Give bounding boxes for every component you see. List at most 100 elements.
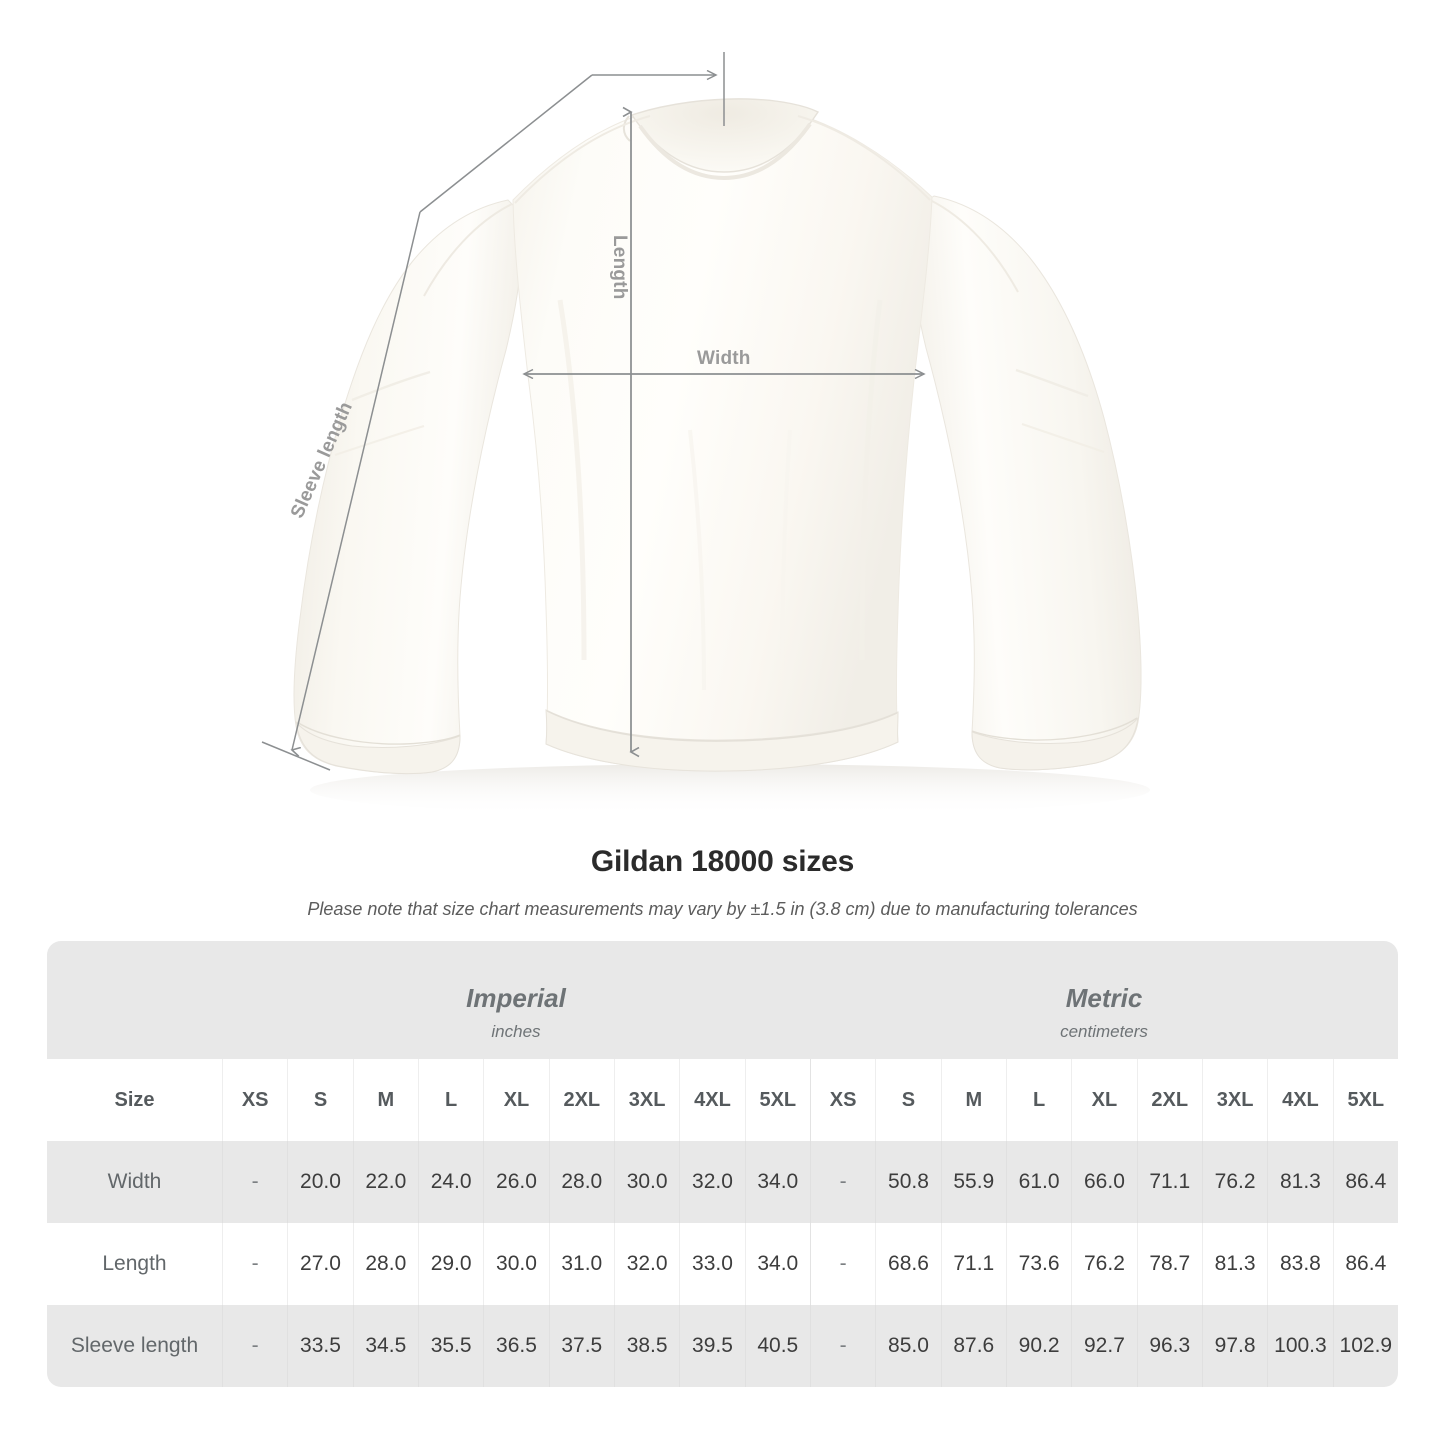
cell-imperial-length-s: 27.0 (287, 1223, 353, 1305)
table-row: Width -20.0 22.0 24.0 26.0 28.0 30.0 32.0 34.0-5… (47, 1141, 1399, 1223)
cell-imperial-length-2xl: 31.0 (548, 1223, 614, 1305)
cell-metric-width-xl: 66.0 (1071, 1141, 1137, 1223)
sweatshirt-diagram-svg (261, 52, 1150, 816)
size-header-metric-2xl: 2XL (1136, 1059, 1202, 1141)
size-header-metric-l: L (1005, 1059, 1072, 1141)
cell-metric-width-2xl: 71.1 (1136, 1141, 1202, 1223)
left-cuff (295, 720, 461, 775)
cell-metric-width-5xl: 86.4 (1332, 1141, 1399, 1223)
tolerance-note: Please note that size chart measurements… (307, 899, 1138, 919)
cell-imperial-width-4xl: 32.0 (679, 1141, 745, 1223)
right-sleeve (909, 195, 1142, 771)
left-sleeve (293, 199, 523, 775)
page-title: Gildan 18000 sizes (590, 845, 855, 878)
row-label-width: Width (47, 1141, 222, 1223)
collar (630, 98, 820, 173)
right-cuff (971, 716, 1139, 771)
cell-metric-width-xs: - (809, 1141, 876, 1223)
cell-metric-sleeve-length-xl: 92.7 (1071, 1305, 1137, 1387)
cell-imperial-length-5xl: 34.0 (744, 1223, 810, 1305)
garment-shadow (310, 764, 1150, 816)
cell-metric-width-l: 61.0 (1005, 1141, 1072, 1223)
cell-imperial-width-l: 24.0 (417, 1141, 484, 1223)
size-header-metric-4xl: 4XL (1267, 1059, 1333, 1141)
cell-metric-width-m: 55.9 (940, 1141, 1006, 1223)
size-header-imperial-l: L (417, 1059, 484, 1141)
cell-metric-sleeve-length-5xl: 102.9 (1332, 1305, 1399, 1387)
cell-imperial-length-4xl: 33.0 (679, 1223, 745, 1305)
cell-imperial-sleeve-length-xl: 36.5 (483, 1305, 549, 1387)
cell-imperial-length-m: 28.0 (352, 1223, 418, 1305)
garment-illustration: Length Width Sleeve length (261, 52, 1150, 816)
cell-metric-sleeve-length-4xl: 100.3 (1267, 1305, 1333, 1387)
cell-imperial-width-xs: - (222, 1141, 288, 1223)
cell-metric-width-s: 50.8 (875, 1141, 941, 1223)
row-label-sleeve-length: Sleeve length (47, 1305, 222, 1387)
cell-imperial-sleeve-length-3xl: 38.5 (613, 1305, 680, 1387)
cell-imperial-width-2xl: 28.0 (548, 1141, 614, 1223)
cell-metric-length-m: 71.1 (940, 1223, 1006, 1305)
sleeve-length-measure-line (261, 52, 725, 771)
width-measure-label: Width (697, 348, 751, 369)
cell-metric-length-2xl: 78.7 (1136, 1223, 1202, 1305)
cell-metric-length-l: 73.6 (1005, 1223, 1072, 1305)
title-block: Gildan 18000 sizes Please note that size… (0, 845, 1445, 920)
cell-imperial-width-5xl: 34.0 (744, 1141, 810, 1223)
cell-imperial-width-3xl: 30.0 (613, 1141, 680, 1223)
size-header-imperial-s: S (287, 1059, 353, 1141)
cell-metric-length-s: 68.6 (875, 1223, 941, 1305)
cell-metric-sleeve-length-m: 87.6 (940, 1305, 1006, 1387)
cell-imperial-length-xl: 30.0 (483, 1223, 549, 1305)
size-header-imperial-xl: XL (483, 1059, 549, 1141)
size-header-metric-m: M (940, 1059, 1006, 1141)
cell-imperial-sleeve-length-4xl: 39.5 (679, 1305, 745, 1387)
cell-imperial-width-xl: 26.0 (483, 1141, 549, 1223)
table-corner-header: Size (47, 1059, 222, 1141)
size-header-metric-xs: XS (809, 1059, 876, 1141)
unit-banner-row: Imperial inches Metric centimeters (47, 941, 1399, 1059)
size-header-imperial-4xl: 4XL (679, 1059, 745, 1141)
cell-imperial-sleeve-length-xs: - (222, 1305, 288, 1387)
size-header-imperial-m: M (352, 1059, 418, 1141)
size-chart-table: Imperial inches Metric centimeters Size XS S M L… (47, 941, 1399, 1387)
cell-metric-length-xs: - (809, 1223, 876, 1305)
cell-metric-width-3xl: 76.2 (1201, 1141, 1268, 1223)
cell-metric-sleeve-length-xs: - (809, 1305, 876, 1387)
length-measure-label: Length (609, 235, 630, 300)
size-chart-table-wrapper: Imperial inches Metric centimeters Size XS S M L… (47, 941, 1399, 1387)
size-header-imperial-2xl: 2XL (548, 1059, 614, 1141)
size-header-imperial-5xl: 5XL (744, 1059, 810, 1141)
cell-imperial-width-s: 20.0 (287, 1141, 353, 1223)
cell-metric-sleeve-length-2xl: 96.3 (1136, 1305, 1202, 1387)
size-header-metric-5xl: 5XL (1332, 1059, 1399, 1141)
cell-imperial-sleeve-length-m: 34.5 (352, 1305, 418, 1387)
cell-metric-width-4xl: 81.3 (1267, 1141, 1333, 1223)
cell-imperial-sleeve-length-5xl: 40.5 (744, 1305, 810, 1387)
size-header-row: Size XS S M L XL 2XL 3XL 4XL 5XL XS S M L XL 2XL 3XL 4XL 5… (47, 1059, 1399, 1141)
unit-group-subtitle: centimeters (1060, 1021, 1148, 1041)
unit-group-header-metric: Metric centimeters (809, 941, 1399, 1059)
cell-metric-length-4xl: 83.8 (1267, 1223, 1333, 1305)
cell-imperial-width-m: 22.0 (352, 1141, 418, 1223)
table-row: Sleeve length -33.5 34.5 35.5 36.5 37.5 38.5 39… (47, 1305, 1399, 1387)
cell-imperial-sleeve-length-2xl: 37.5 (548, 1305, 614, 1387)
cell-metric-sleeve-length-l: 90.2 (1005, 1305, 1072, 1387)
cell-imperial-length-3xl: 32.0 (613, 1223, 680, 1305)
garment-body (512, 98, 933, 772)
cell-metric-sleeve-length-s: 85.0 (875, 1305, 941, 1387)
size-header-metric-3xl: 3XL (1201, 1059, 1268, 1141)
table-row: Length -27.0 28.0 29.0 30.0 31.0 32.0 33.0 34.0-… (47, 1223, 1399, 1305)
cell-imperial-length-l: 29.0 (417, 1223, 484, 1305)
unit-group-name: Imperial (466, 983, 566, 1014)
row-label-length: Length (47, 1223, 222, 1305)
size-header-metric-xl: XL (1071, 1059, 1137, 1141)
size-header-imperial-xs: XS (222, 1059, 288, 1141)
cell-imperial-length-xs: - (222, 1223, 288, 1305)
cell-metric-length-xl: 76.2 (1071, 1223, 1137, 1305)
unit-group-header-imperial: Imperial inches (222, 941, 810, 1059)
cell-metric-sleeve-length-3xl: 97.8 (1201, 1305, 1268, 1387)
cell-metric-length-5xl: 86.4 (1332, 1223, 1399, 1305)
cell-imperial-sleeve-length-l: 35.5 (417, 1305, 484, 1387)
unit-group-subtitle: inches (491, 1021, 541, 1041)
unit-banner-spacer (47, 941, 222, 1059)
